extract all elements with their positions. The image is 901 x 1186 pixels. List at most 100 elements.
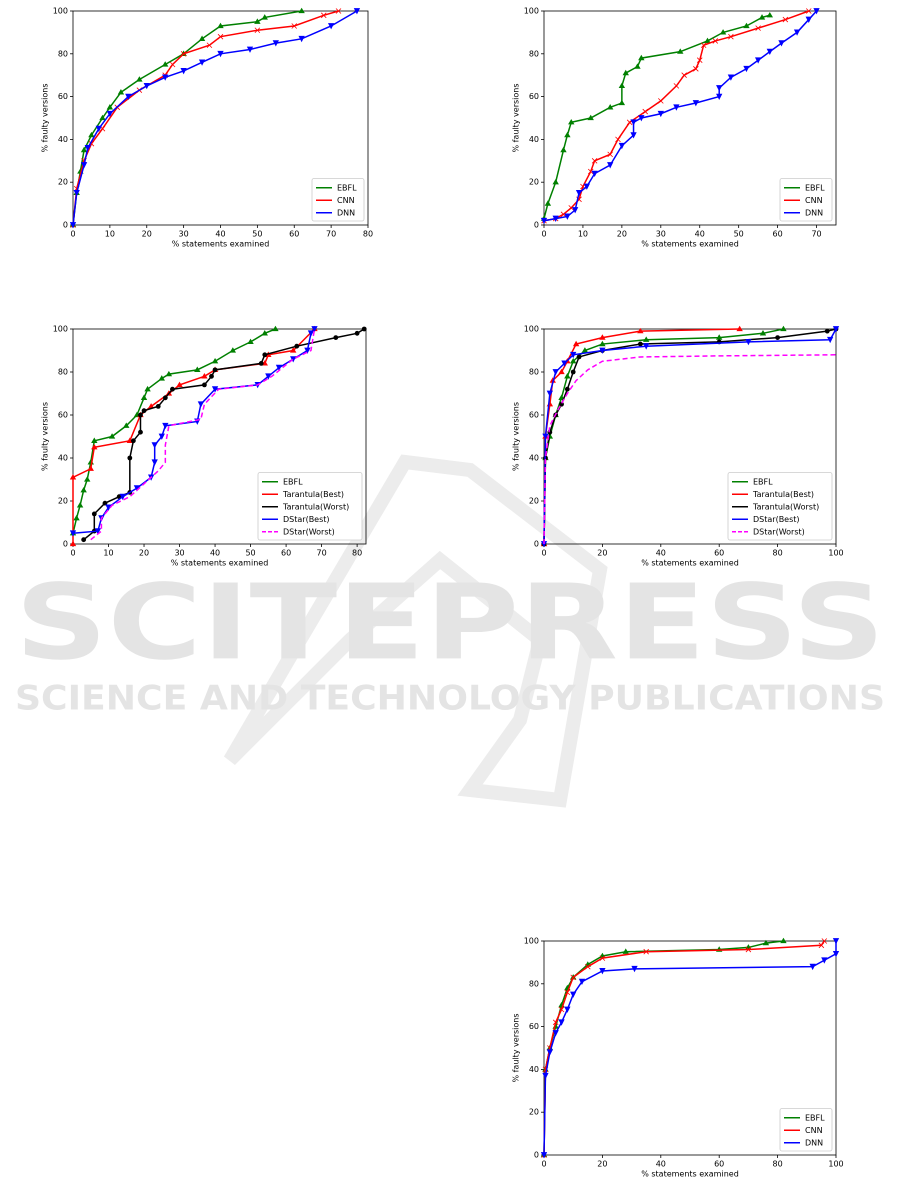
point-marker — [743, 22, 750, 29]
y-tick-label: 80 — [58, 368, 68, 377]
point-marker — [144, 385, 151, 392]
point-marker — [657, 110, 664, 118]
series — [69, 325, 279, 536]
point-marker — [581, 347, 589, 353]
point-marker — [766, 11, 774, 18]
y-tick-label: 0 — [63, 221, 68, 230]
point-marker — [568, 118, 575, 125]
point-marker — [570, 351, 577, 359]
point-marker — [809, 963, 816, 971]
y-tick-label: 0 — [63, 540, 68, 549]
y-tick-label: 0 — [534, 221, 539, 230]
point-marker — [136, 76, 143, 82]
legend: EBFL Tarantula(Best) Tarantula(Worst) DStar… — [727, 472, 833, 541]
legend-label: DStar(Worst) — [753, 527, 805, 536]
point-marker — [615, 136, 621, 143]
legend-label: CNN — [805, 196, 823, 205]
point-marker — [631, 965, 638, 973]
point-marker — [258, 361, 264, 366]
y-tick-label: 60 — [529, 411, 539, 420]
point-marker — [69, 530, 77, 537]
point-marker — [69, 474, 77, 480]
y-axis-label: % faulty versions — [41, 83, 50, 152]
x-tick-label: 50 — [734, 230, 744, 239]
y-tick-label: 60 — [529, 92, 539, 101]
point-marker — [630, 119, 637, 126]
x-tick-label: 40 — [656, 549, 666, 558]
point-marker — [194, 366, 201, 372]
x-tick-label: 0 — [70, 549, 75, 558]
legend: EBFL CNN DNN — [779, 1108, 833, 1152]
point-marker — [117, 89, 125, 95]
point-marker — [106, 104, 114, 110]
legend-label: CNN — [805, 1126, 823, 1135]
plot-frame — [543, 940, 837, 1156]
point-marker — [727, 74, 735, 81]
point-marker — [560, 211, 567, 218]
point-marker — [618, 99, 626, 106]
point-marker — [307, 330, 315, 337]
legend-box — [727, 472, 833, 541]
y-tick-label: 40 — [58, 454, 68, 463]
point-marker — [570, 974, 576, 981]
point-marker — [570, 357, 577, 364]
point-marker — [585, 963, 591, 970]
point-marker — [805, 16, 812, 23]
point-marker — [716, 334, 723, 340]
y-tick-label: 40 — [529, 1065, 539, 1074]
point-marker — [568, 205, 575, 211]
point-marker — [546, 390, 553, 397]
point-marker — [693, 65, 699, 72]
point-marker — [607, 151, 613, 158]
point-marker — [540, 217, 548, 225]
series — [543, 354, 837, 545]
point-marker — [813, 8, 820, 15]
point-marker — [247, 338, 254, 345]
point-marker — [558, 368, 565, 375]
point-marker — [673, 104, 680, 111]
legend-label: DStar(Best) — [753, 515, 800, 524]
point-marker — [824, 328, 830, 334]
point-marker — [696, 57, 703, 64]
point-marker — [591, 170, 598, 178]
legend-label: DStar(Worst) — [283, 527, 335, 536]
x-tick-label: 30 — [656, 230, 666, 239]
x-tick-label: 10 — [103, 549, 113, 558]
point-marker — [335, 8, 342, 14]
series-line — [72, 10, 339, 226]
point-marker — [743, 65, 750, 73]
plot-frame — [72, 328, 367, 545]
legend-label: Tarantula(Worst) — [282, 502, 349, 511]
point-marker — [125, 93, 132, 100]
point-marker — [151, 459, 158, 466]
point-marker — [80, 162, 88, 169]
point-marker — [206, 42, 213, 49]
point-marker — [805, 8, 812, 14]
x-axis-label: % statements examined — [641, 240, 739, 249]
point-marker — [642, 108, 649, 115]
point-marker — [119, 493, 126, 501]
y-tick-label: 60 — [58, 92, 68, 101]
series — [540, 938, 840, 1159]
point-marker — [354, 330, 360, 336]
point-marker — [165, 370, 173, 377]
point-marker — [138, 412, 143, 418]
legend-label: DStar(Best) — [283, 515, 330, 524]
point-marker — [162, 395, 168, 401]
point-marker — [327, 23, 335, 30]
y-tick-label: 20 — [529, 1108, 539, 1117]
point-marker — [261, 330, 268, 336]
series — [540, 11, 774, 221]
point-marker — [552, 369, 559, 376]
point-marker — [587, 114, 594, 121]
point-marker — [106, 110, 114, 118]
point-marker — [151, 442, 158, 449]
point-marker — [552, 1030, 559, 1037]
point-marker — [759, 330, 767, 336]
point-marker — [564, 131, 571, 138]
x-tick-label: 20 — [617, 230, 627, 239]
x-axis-label: % statements examined — [172, 240, 270, 249]
x-tick-label: 10 — [105, 230, 115, 239]
point-marker — [162, 74, 169, 81]
point-marker — [599, 968, 606, 975]
